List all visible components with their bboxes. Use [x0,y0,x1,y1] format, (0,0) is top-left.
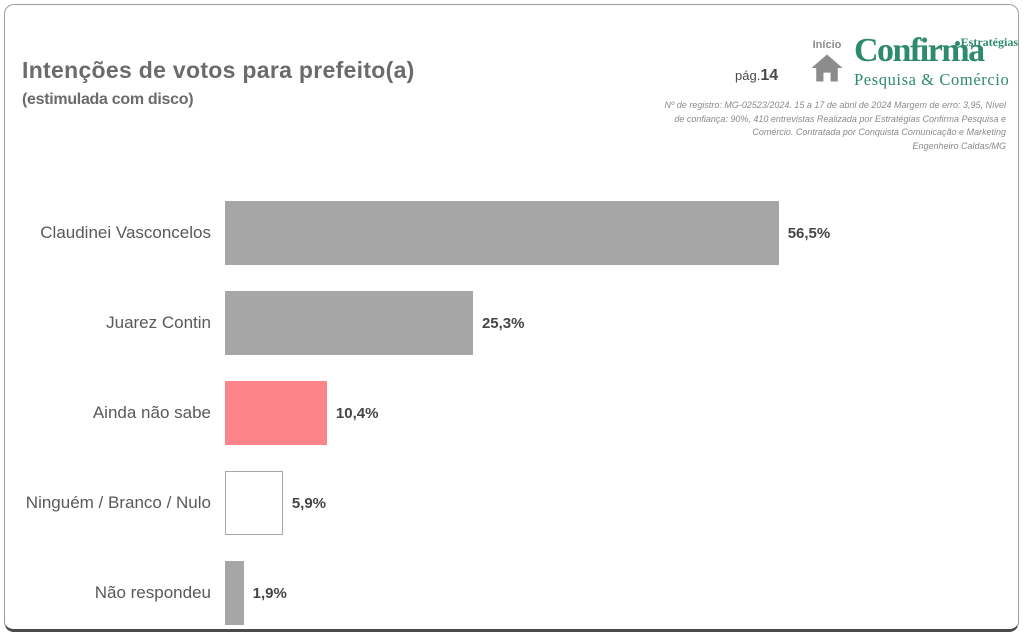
value-label: 56,5% [787,224,831,242]
home-button[interactable]: Início [805,39,849,84]
bar-fill [225,561,244,625]
bar-fill [225,201,779,265]
bar-fill [225,471,283,535]
page-number-prefix: pág. [735,68,761,83]
page-number: pág.14 [735,67,778,85]
registration-line: Nº de registro: MG-02523/2024. 15 a 17 d… [664,100,1006,110]
category-label: Não respondeu [94,583,211,602]
registration-note: Nº de registro: MG-02523/2024. 15 a 17 d… [626,99,1006,153]
bar-row: Ninguém / Branco / Nulo 5,9% [5,458,1018,548]
bar-row: Ainda não sabe 10,4% [5,368,1018,458]
category-label: Ainda não sabe [92,403,211,422]
bar-row: Não respondeu 1,9% [5,548,1018,629]
home-icon [805,52,849,84]
value-label: 10,4% [335,404,379,422]
category-label: Ninguém / Branco / Nulo [25,493,211,512]
page-number-value: 14 [760,67,779,84]
slide-frame: Intenções de votos para prefeito(a) (est… [4,4,1019,632]
value-label: 5,9% [291,494,327,512]
logo-tagline-top: Estratégias [954,36,1018,49]
value-label: 25,3% [481,314,525,332]
logo-dot-icon [954,40,960,46]
home-button-label: Início [812,39,842,51]
logo-tagline-bottom: Pesquisa & Comércio [854,69,1010,89]
bar-row: Juarez Contin 25,3% [5,278,1018,368]
page-title: Intenções de votos para prefeito(a) [22,57,415,83]
company-logo: Confirma Estratégias Pesquisa & Comércio [854,33,1018,90]
registration-line: Engenheiro Caldas/MG [912,140,1006,151]
bar-row: Claudinei Vasconcelos 56,5% [5,188,1018,278]
category-label: Juarez Contin [106,313,211,332]
bar-fill [225,291,473,355]
category-label: Claudinei Vasconcelos [40,223,211,242]
value-label: 1,9% [252,584,287,602]
registration-line: de confiança: 90%, 410 entrevistas Reali… [674,113,1006,124]
bar-fill [225,381,327,445]
logo-wordmark: Confirma Estratégias [854,32,1018,69]
registration-line: Comércio. Contratada por Conquista Comun… [752,127,1006,137]
page-subtitle: (estimulada com disco) [22,91,194,108]
bar-chart: Claudinei Vasconcelos 56,5% Juarez Conti… [5,188,1018,629]
